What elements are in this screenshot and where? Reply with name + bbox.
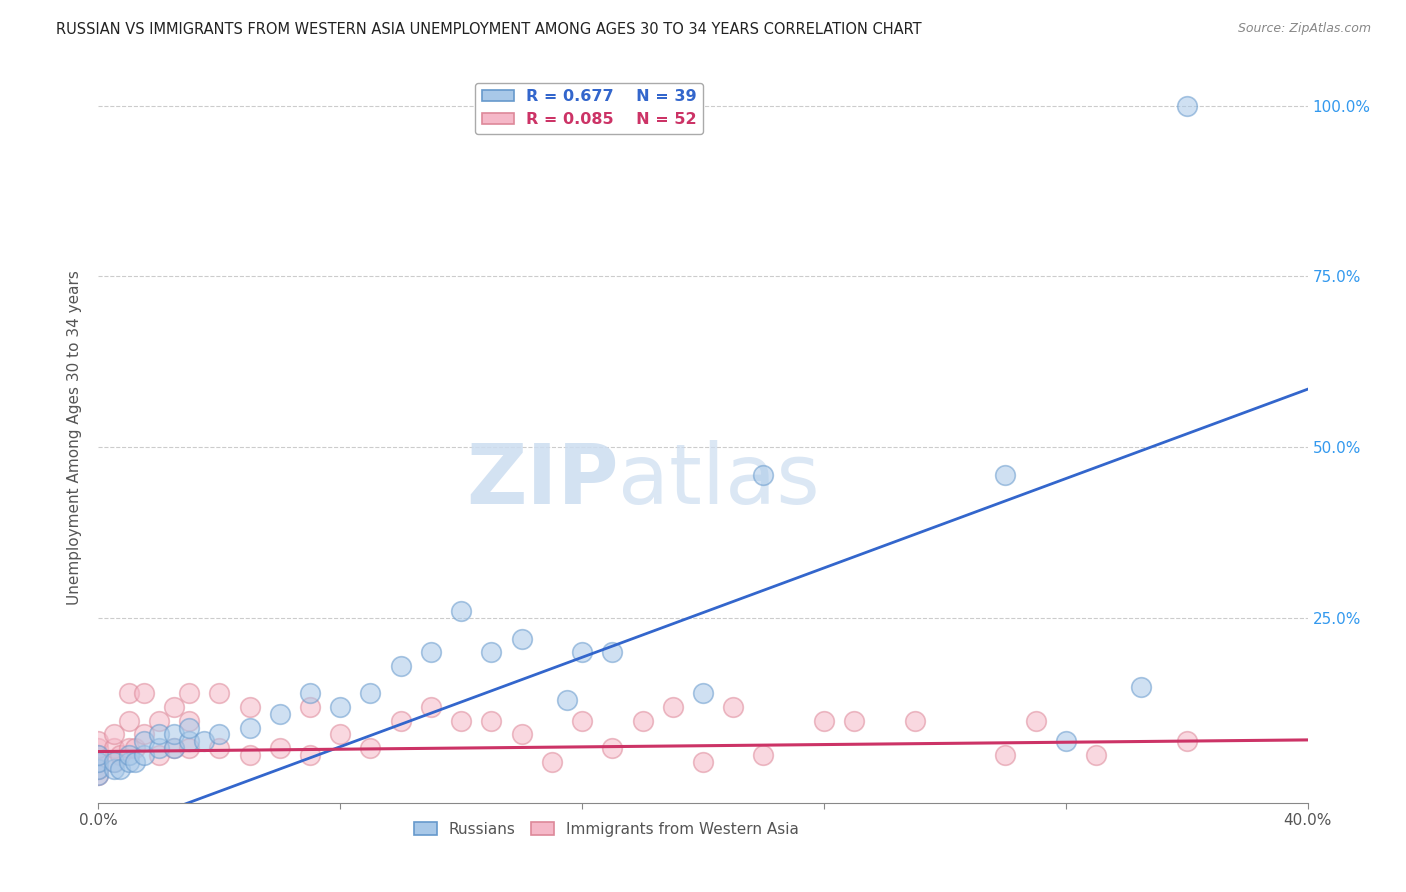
Point	[124, 755, 146, 769]
Point	[661, 700, 683, 714]
Legend: Russians, Immigrants from Western Asia: Russians, Immigrants from Western Asia	[408, 815, 806, 843]
Point	[163, 727, 186, 741]
Point	[148, 747, 170, 762]
Point	[87, 734, 110, 748]
Text: RUSSIAN VS IMMIGRANTS FROM WESTERN ASIA UNEMPLOYMENT AMONG AGES 30 TO 34 YEARS C: RUSSIAN VS IMMIGRANTS FROM WESTERN ASIA …	[56, 22, 922, 37]
Point	[1175, 98, 1198, 112]
Point	[450, 714, 472, 728]
Point	[132, 747, 155, 762]
Point	[481, 714, 503, 728]
Point	[389, 659, 412, 673]
Point	[193, 734, 215, 748]
Point	[571, 645, 593, 659]
Point	[571, 714, 593, 728]
Point	[103, 755, 125, 769]
Point	[389, 714, 412, 728]
Point	[904, 714, 927, 728]
Point	[692, 686, 714, 700]
Text: Source: ZipAtlas.com: Source: ZipAtlas.com	[1237, 22, 1371, 36]
Point	[540, 755, 562, 769]
Y-axis label: Unemployment Among Ages 30 to 34 years: Unemployment Among Ages 30 to 34 years	[67, 269, 83, 605]
Text: atlas: atlas	[619, 441, 820, 522]
Point	[360, 686, 382, 700]
Point	[179, 734, 201, 748]
Point	[103, 741, 125, 756]
Point	[239, 747, 262, 762]
Point	[329, 700, 352, 714]
Point	[148, 714, 170, 728]
Point	[208, 686, 231, 700]
Point	[208, 727, 231, 741]
Point	[148, 727, 170, 741]
Point	[87, 741, 110, 756]
Point	[752, 747, 775, 762]
Point	[208, 741, 231, 756]
Point	[602, 741, 624, 756]
Point	[148, 741, 170, 756]
Point	[994, 747, 1017, 762]
Point	[602, 645, 624, 659]
Point	[844, 714, 866, 728]
Point	[87, 755, 110, 769]
Point	[103, 727, 125, 741]
Point	[1054, 734, 1077, 748]
Point	[1085, 747, 1108, 762]
Point	[163, 741, 186, 756]
Point	[108, 762, 131, 776]
Point	[269, 706, 291, 721]
Point	[118, 741, 141, 756]
Point	[420, 700, 443, 714]
Point	[299, 686, 322, 700]
Point	[752, 467, 775, 482]
Point	[450, 604, 472, 618]
Point	[87, 755, 110, 769]
Point	[481, 645, 503, 659]
Point	[118, 747, 141, 762]
Point	[329, 727, 352, 741]
Point	[132, 686, 155, 700]
Point	[813, 714, 835, 728]
Point	[510, 727, 533, 741]
Point	[179, 721, 201, 735]
Point	[132, 727, 155, 741]
Point	[103, 762, 125, 776]
Point	[723, 700, 745, 714]
Point	[1024, 714, 1046, 728]
Point	[118, 686, 141, 700]
Point	[179, 686, 201, 700]
Point	[87, 768, 110, 782]
Point	[132, 734, 155, 748]
Point	[299, 747, 322, 762]
Point	[163, 700, 186, 714]
Point	[118, 755, 141, 769]
Point	[631, 714, 654, 728]
Point	[269, 741, 291, 756]
Point	[299, 700, 322, 714]
Point	[420, 645, 443, 659]
Point	[179, 741, 201, 756]
Point	[555, 693, 578, 707]
Point	[124, 741, 146, 756]
Point	[239, 721, 262, 735]
Point	[87, 747, 110, 762]
Point	[118, 714, 141, 728]
Point	[692, 755, 714, 769]
Point	[87, 762, 110, 776]
Point	[163, 741, 186, 756]
Point	[87, 768, 110, 782]
Point	[360, 741, 382, 756]
Text: ZIP: ZIP	[465, 441, 619, 522]
Point	[108, 747, 131, 762]
Point	[103, 755, 125, 769]
Point	[510, 632, 533, 646]
Point	[179, 714, 201, 728]
Point	[87, 747, 110, 762]
Point	[1175, 734, 1198, 748]
Point	[994, 467, 1017, 482]
Point	[239, 700, 262, 714]
Point	[1130, 680, 1153, 694]
Point	[87, 762, 110, 776]
